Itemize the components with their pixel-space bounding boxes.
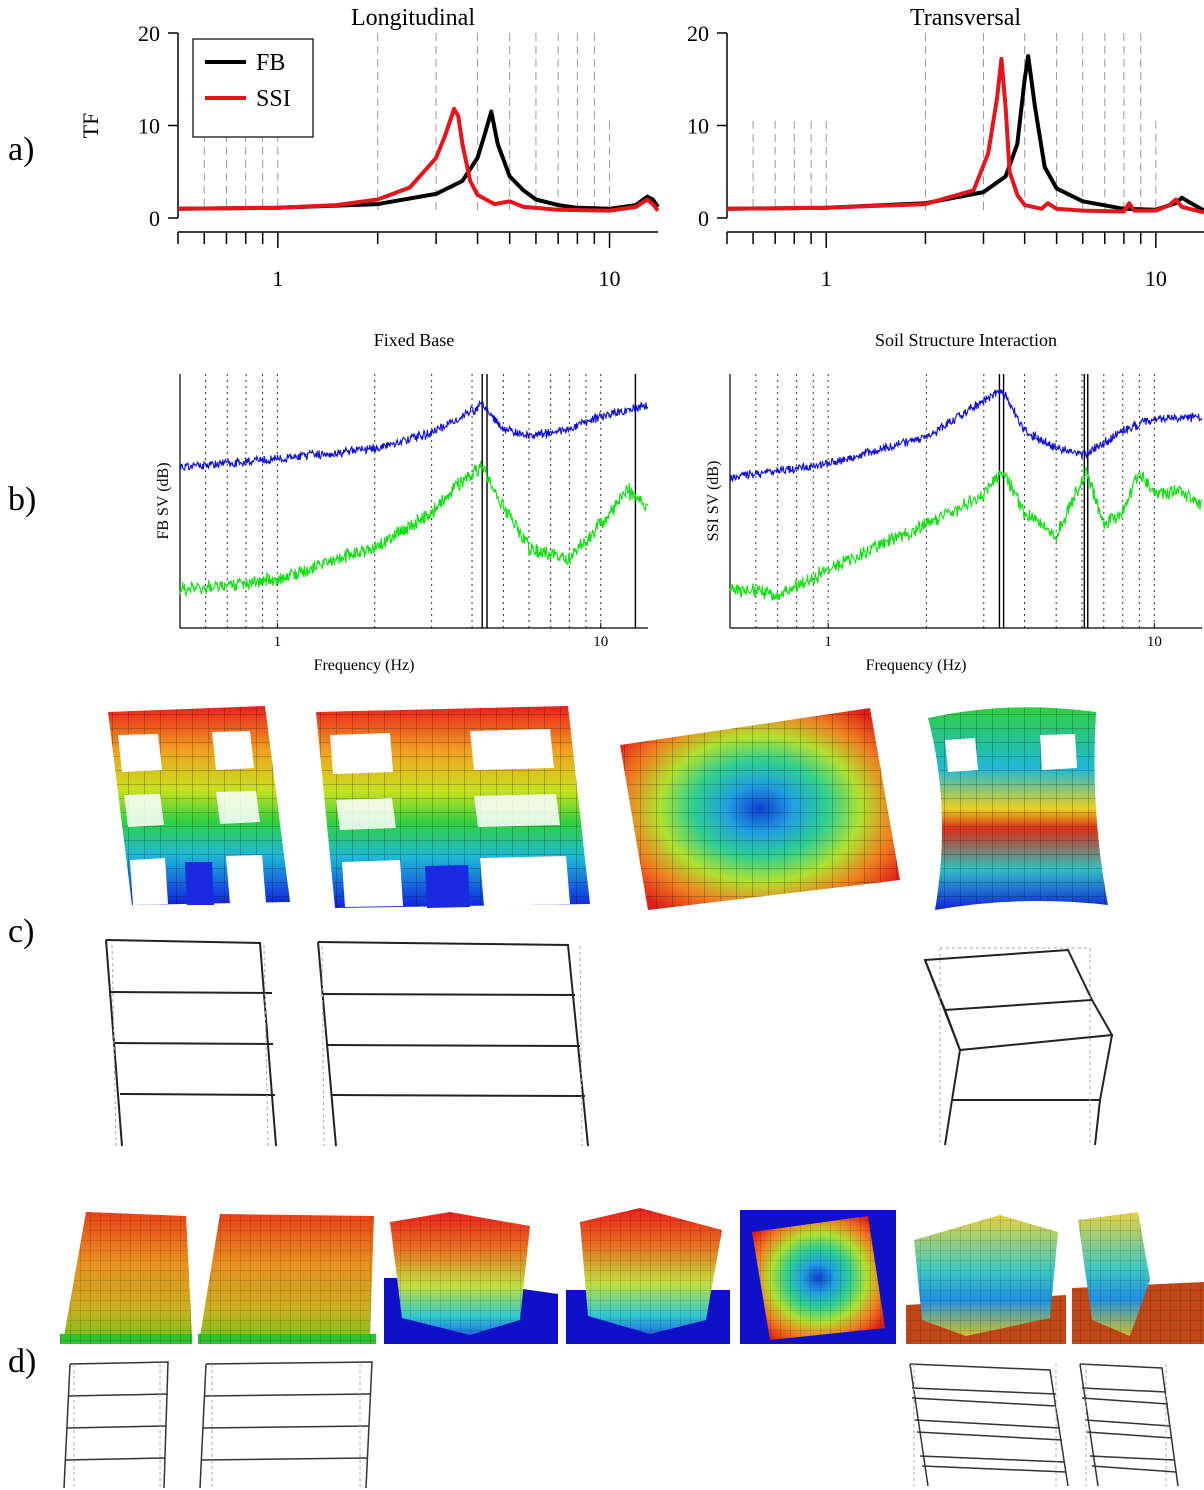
mode-shape-render-d2: [198, 1214, 376, 1344]
y-axis-label: TF: [78, 113, 103, 139]
x-tick-label: 1: [274, 634, 282, 650]
mode-shape-render-c3: [620, 708, 900, 910]
mode-shape-wireframe-c2: [317, 941, 589, 1147]
mode-shape-wireframe-d4: [1079, 1363, 1179, 1487]
x-tick-label: 1: [821, 266, 832, 291]
panel-label-d: d): [8, 1343, 36, 1380]
mode-shape-render-d1: [60, 1212, 192, 1344]
panel-label-b: b): [8, 481, 36, 518]
series-line-ssi: [177, 106, 660, 213]
mode-shape-render-d5: [740, 1210, 896, 1344]
mode-shape-render-d7: [1072, 1212, 1204, 1344]
mode-shape-render-c1: [108, 706, 290, 905]
x-axis-label: Frequency (Hz): [866, 657, 967, 674]
chart-title: Transversal: [910, 5, 1021, 31]
x-tick-label: 10: [1147, 634, 1162, 650]
x-axis-label: Frequency (Hz): [314, 657, 415, 674]
legend-label: FB: [256, 50, 285, 76]
mode-shape-wireframe-c4: [923, 947, 1114, 1146]
series-line-ssi: [726, 56, 1204, 215]
tf-chart-longitudinal: 0 10 20 1 10 Longitudinal TF FB SSI: [78, 5, 660, 291]
mode-shape-render-d4: [566, 1208, 730, 1344]
sv-chart-fixed-base: 1 10 Fixed Base Frequency (Hz) FB SV (dB): [155, 330, 649, 674]
mode-shape-render-c4: [928, 707, 1108, 910]
y-tick-label: 10: [138, 114, 160, 139]
sv-chart-ssi: 1 10 Soil Structure Interaction Frequency (…: [705, 330, 1203, 674]
y-tick-label: 0: [698, 206, 709, 231]
x-tick-label: 1: [272, 266, 283, 291]
x-tick-label: 10: [593, 634, 608, 650]
y-axis-label: SSI SV (dB): [705, 461, 722, 542]
chart-title: Longitudinal: [351, 5, 475, 31]
x-tick-label: 1: [824, 634, 832, 650]
chart-title: Fixed Base: [374, 330, 455, 350]
sv-series-lower: [179, 461, 649, 598]
x-tick-label: 10: [599, 266, 621, 291]
mode-shape-render-d6: [906, 1215, 1066, 1344]
sv-series-lower: [729, 465, 1203, 601]
mode-shape-wireframe-d3: [909, 1363, 1069, 1487]
x-tick-label: 10: [1145, 266, 1167, 291]
mode-shape-render-d3: [384, 1212, 558, 1344]
mode-shape-wireframe-d2: [199, 1361, 373, 1489]
panel-label-c: c): [8, 913, 34, 950]
mode-shape-wireframe-c1: [105, 939, 277, 1147]
mode-shape-render-c2: [316, 706, 590, 908]
panel-label-a: a): [8, 131, 34, 168]
legend: FB SSI: [192, 38, 314, 138]
y-tick-label: 20: [687, 21, 709, 46]
y-axis-label: FB SV (dB): [155, 462, 172, 539]
y-tick-label: 0: [149, 206, 160, 231]
chart-title: Soil Structure Interaction: [875, 330, 1057, 350]
legend-box: [192, 38, 314, 138]
tf-chart-transversal: 0 10 20 1 10 Transversal: [687, 5, 1204, 291]
mode-shape-wireframe-d1: [63, 1361, 169, 1489]
series-line-fb: [726, 54, 1204, 213]
y-tick-label: 20: [138, 21, 160, 46]
sv-series-upper: [729, 388, 1203, 483]
y-tick-label: 10: [687, 114, 709, 139]
sv-series-upper: [179, 399, 649, 471]
legend-label: SSI: [256, 86, 291, 112]
